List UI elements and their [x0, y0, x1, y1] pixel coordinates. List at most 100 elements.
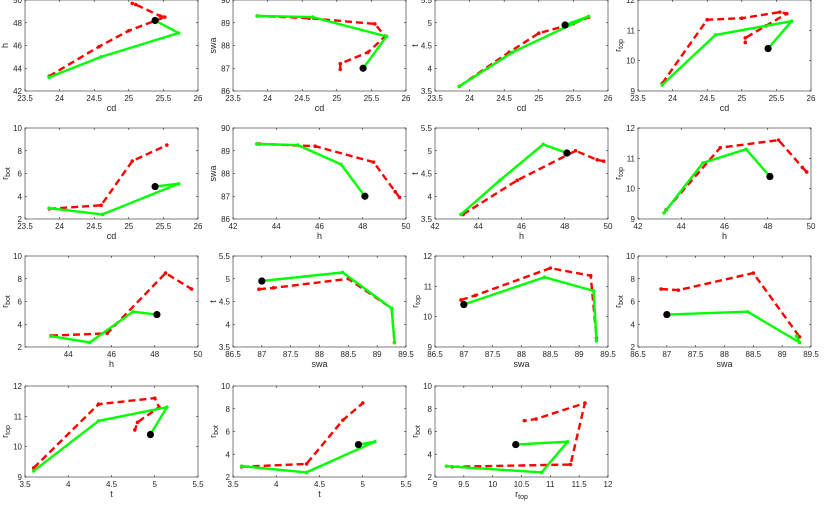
- x-tick-label: 25.5: [769, 94, 785, 103]
- x-tick-label: 48: [763, 222, 772, 231]
- y-tick-label: 9: [631, 87, 636, 96]
- x-tick-label: 9: [433, 480, 438, 489]
- x-axis-label: swa: [311, 359, 327, 369]
- series-red-point: [743, 36, 748, 40]
- y-tick-label: 4: [226, 450, 231, 459]
- series-red-line: [257, 14, 387, 70]
- series-green-point: [296, 143, 300, 147]
- series-red-point: [397, 195, 402, 200]
- y-tick-label: 2: [631, 343, 636, 352]
- x-tick-label: 24.5: [86, 222, 102, 231]
- series-red-point: [473, 293, 478, 298]
- series-green-point: [662, 211, 666, 215]
- x-tick-label: 89: [373, 350, 382, 359]
- x-tick-label: 24: [55, 222, 64, 231]
- x-tick-label: 23.5: [630, 94, 646, 103]
- x-tick-label: 50: [604, 222, 613, 231]
- x-tick-label: 26: [402, 94, 411, 103]
- series-green-point: [594, 339, 599, 343]
- y-tick-label: 10: [13, 124, 22, 133]
- series-green-line: [661, 20, 793, 86]
- y-tick-label: 9: [631, 215, 636, 224]
- series-red-point: [583, 401, 587, 405]
- x-tick-label: 11.5: [572, 480, 588, 489]
- x-tick-label: 44: [474, 222, 483, 231]
- current-point-marker: [258, 277, 266, 285]
- series-green-point: [47, 206, 52, 210]
- y-tick-label: 11: [14, 412, 23, 421]
- current-point-marker: [460, 300, 468, 309]
- y-tick-label: 88: [221, 170, 230, 179]
- axes-frame: [434, 127, 609, 220]
- series-red-point: [718, 145, 722, 150]
- series-red-line: [48, 2, 167, 78]
- series-green-point: [586, 14, 591, 19]
- series-red-point: [595, 158, 599, 162]
- series-green-line: [460, 143, 568, 216]
- series-green-point: [47, 75, 52, 80]
- series-red-point: [537, 31, 541, 36]
- y-tick-label: 89: [221, 147, 230, 156]
- series-green-point: [745, 309, 750, 314]
- x-tick-label: 26: [194, 222, 203, 231]
- x-tick-label: 23.5: [17, 222, 33, 231]
- series-green-point: [131, 309, 135, 314]
- y-tick-label: 2: [18, 343, 23, 352]
- series-green-point: [239, 464, 244, 468]
- series-red-line: [462, 149, 604, 216]
- x-axis-label: cd: [107, 231, 117, 241]
- x-tick-label: 4.5: [106, 480, 118, 489]
- x-tick-label: 86.5: [630, 350, 646, 359]
- y-tick-label: 5.5: [421, 124, 433, 133]
- series-red-point: [99, 203, 103, 208]
- series-red-point: [257, 287, 261, 292]
- y-tick-label: 10: [626, 252, 635, 261]
- x-tick-label: 10: [488, 480, 497, 489]
- current-point-marker: [146, 430, 155, 439]
- series-red-point: [784, 11, 789, 16]
- y-tick-label: 4.5: [421, 42, 433, 51]
- x-axis-label: t: [110, 489, 113, 499]
- y-axis-label: rtop: [410, 295, 422, 308]
- y-tick-label: 4: [18, 192, 23, 201]
- axes-frame: [232, 127, 407, 220]
- series-red-point: [588, 273, 593, 278]
- y-tick-label: 4: [428, 192, 433, 201]
- x-tick-label: 23.5: [427, 94, 443, 103]
- current-point-marker: [361, 192, 369, 200]
- y-tick-label: 6: [18, 170, 23, 179]
- x-tick-label: 89.5: [803, 350, 819, 359]
- series-green-point: [510, 50, 515, 55]
- y-tick-label: 8: [226, 405, 231, 414]
- series-red-point: [601, 159, 606, 164]
- y-axis-label: h: [0, 43, 10, 48]
- series-green-point: [457, 84, 462, 89]
- x-axis-label: h: [317, 231, 322, 241]
- series-green-point: [49, 334, 53, 338]
- series-green-point: [255, 14, 260, 18]
- series-red-point: [573, 148, 578, 153]
- series-green-point: [392, 340, 397, 345]
- axes-frame: [434, 0, 609, 92]
- series-red-point: [152, 396, 157, 400]
- x-tick-label: 26: [604, 94, 613, 103]
- series-green-line: [261, 271, 396, 343]
- series-red-point: [313, 144, 317, 148]
- series-red-point: [778, 10, 782, 14]
- axes-frame: [24, 255, 199, 348]
- series-green-line: [48, 19, 180, 79]
- series-green-line: [241, 440, 377, 474]
- series-green-point: [789, 19, 794, 24]
- x-tick-label: 25.5: [364, 94, 380, 103]
- series-red-point: [127, 28, 131, 33]
- series-red-line: [241, 402, 364, 468]
- axes-frame: [24, 385, 199, 478]
- subplot-r_top-vs-h: 42 44 46 48 50 9 10 11 12 h rtop: [613, 124, 816, 241]
- series-green-point: [304, 470, 309, 475]
- series-green-point: [384, 34, 389, 39]
- x-tick-label: 25: [332, 94, 341, 103]
- x-axis-label: swa: [513, 359, 529, 369]
- y-tick-label: 10: [13, 252, 22, 261]
- series-green-point: [96, 419, 101, 423]
